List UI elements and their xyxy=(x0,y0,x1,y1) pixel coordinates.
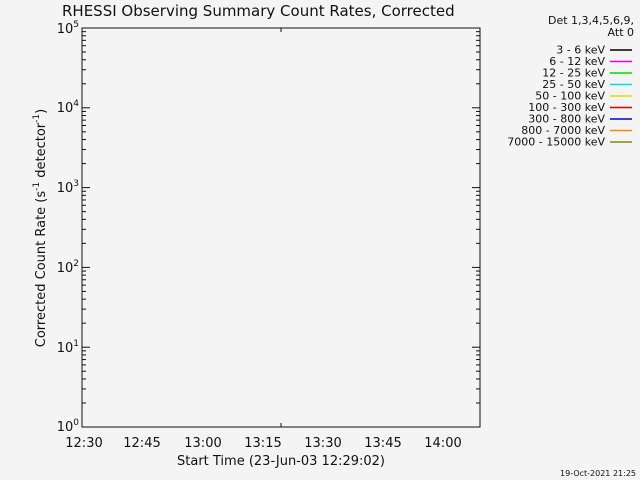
legend-label: 3 - 6 keV xyxy=(556,44,605,57)
x-tick-label: 12:30 xyxy=(65,436,102,451)
y-tick-label: 105 xyxy=(57,20,79,37)
x-axis-label: Start Time (23-Jun-03 12:29:02) xyxy=(177,454,385,469)
y-tick-label: 103 xyxy=(57,179,79,196)
chart-title: RHESSI Observing Summary Count Rates, Co… xyxy=(62,2,455,20)
x-tick-label: 14:00 xyxy=(424,436,461,451)
y-tick-label: 102 xyxy=(57,259,79,276)
legend-label: 300 - 800 keV xyxy=(528,113,605,126)
legend-label: 7000 - 15000 keV xyxy=(507,136,605,149)
legend-header: Att 0 xyxy=(608,26,634,39)
x-tick-label: 13:30 xyxy=(304,436,341,451)
y-tick-label: 101 xyxy=(57,339,79,356)
plot-area: FN xyxy=(81,27,481,428)
x-tick-labels: 12:30 12:45 13:00 13:15 13:30 13:45 14:0… xyxy=(65,436,461,451)
tick-layer xyxy=(82,27,480,428)
y-tick-labels: 100 101 102 103 104 105 xyxy=(57,20,80,435)
legend-header: Det 1,3,4,5,6,9, xyxy=(548,14,634,27)
x-tick-label: 12:45 xyxy=(123,436,160,451)
legend-label: 100 - 300 keV xyxy=(528,101,605,114)
legend-label: 800 - 7000 keV xyxy=(521,124,605,137)
legend-label: 50 - 100 keV xyxy=(535,90,605,103)
plot-frame xyxy=(81,27,481,428)
timestamp: 19-Oct-2021 21:25 xyxy=(560,469,636,478)
x-tick-label: 13:45 xyxy=(364,436,401,451)
y-tick-label: 104 xyxy=(57,99,80,116)
legend-label: 25 - 50 keV xyxy=(542,78,605,91)
legend-label: 6 - 12 keV xyxy=(549,55,605,68)
y-axis-label: Corrected Count Rate (s-1 detector-1) xyxy=(32,109,49,347)
y-tick-label: 100 xyxy=(57,418,80,435)
x-tick-label: 13:15 xyxy=(244,436,281,451)
legend-label: 12 - 25 keV xyxy=(542,67,605,80)
x-tick-label: 13:00 xyxy=(184,436,221,451)
